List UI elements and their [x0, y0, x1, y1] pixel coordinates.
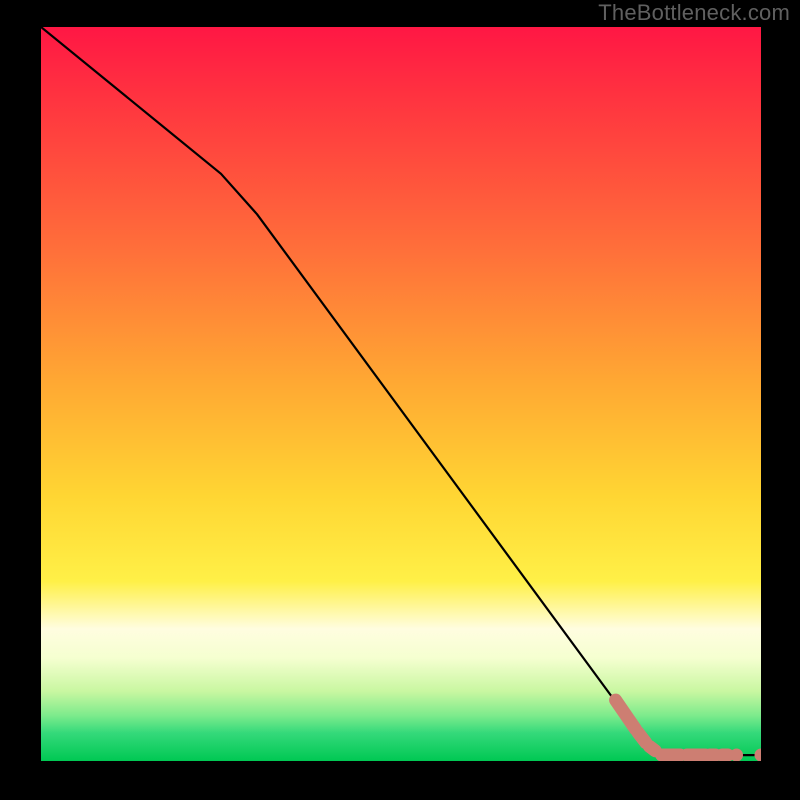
watermark-text: TheBottleneck.com — [598, 0, 790, 26]
bottleneck-curve-chart — [41, 27, 761, 761]
chart-stage: TheBottleneck.com — [0, 0, 800, 800]
